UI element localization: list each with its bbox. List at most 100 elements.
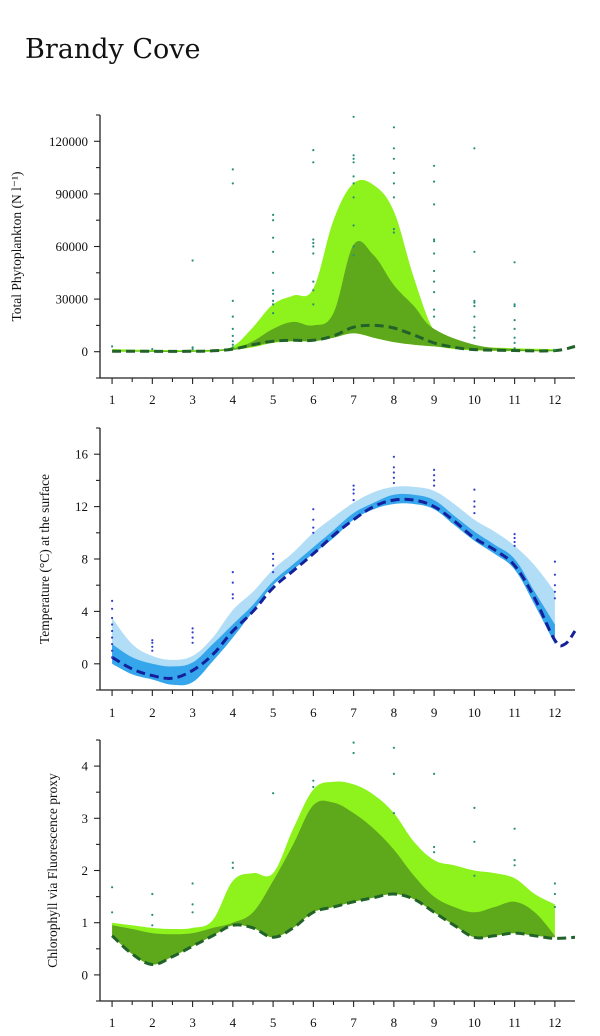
phytoplankton-observation-point [191,348,194,351]
phytoplankton-observation-point [272,299,275,302]
chlorophyll-observation-point [191,882,194,885]
phytoplankton-observation-point [231,327,234,330]
temperature-x-tick-label: 11 [508,705,521,720]
temperature-observation-point [473,505,476,508]
temperature-median-line [111,497,577,680]
phytoplankton-observation-point [272,213,275,216]
chlorophyll-x-tick-label: 12 [548,1015,561,1030]
chlorophyll-observation-point [433,851,436,854]
phytoplankton-observation-point [231,315,234,318]
chlorophyll-observation-point [151,892,154,896]
phytoplankton-observation-point [392,126,395,129]
phytoplankton-observation-point [392,182,395,185]
temperature-x-tick-label: 7 [350,705,357,720]
temperature-observation-point [191,631,194,634]
phytoplankton-y-tick-label: 30000 [56,292,89,307]
temperature-observation-point [111,636,114,639]
phytoplankton-observation-point [473,315,476,318]
phytoplankton-observation-point [191,346,194,349]
temperature-y-tick-label: 4 [82,604,89,619]
phytoplankton-observation-point [111,345,114,348]
temperature-x-tick-label: 4 [230,705,237,720]
phytoplankton-x-tick-label: 12 [548,392,561,407]
temperature-observation-point [392,471,395,474]
chlorophyll-observation-point [151,913,154,917]
temperature-observation-point [352,488,355,491]
phytoplankton-y-tick-label: 90000 [56,186,89,201]
phytoplankton-observation-point [513,347,516,350]
chlorophyll-x-tick-label: 9 [431,1015,438,1030]
chlorophyll-y-tick-label: 3 [82,811,89,826]
phytoplankton-observation-point [513,261,516,264]
temperature-observation-point [151,639,154,642]
phytoplankton-observation-point [272,289,275,292]
phytoplankton-observation-point [473,299,476,302]
temperature-observation-point [553,584,557,587]
phytoplankton-observation-point [433,252,436,255]
chlorophyll-observation-point [312,779,315,782]
chlorophyll-observation-point [111,911,114,914]
phytoplankton-observation-point [191,259,194,262]
chlorophyll-observation-point [553,905,557,909]
temperature-observation-point [433,474,436,477]
phytoplankton-x-tick-label: 1 [109,392,116,407]
temperature-observation-point [433,468,436,471]
temperature-x-tick-label: 9 [431,705,438,720]
temperature-observation-point [433,479,436,482]
phytoplankton-x-tick-label: 5 [270,392,277,407]
phytoplankton-observation-point [312,241,315,245]
phytoplankton-median-line [112,323,576,353]
phytoplankton-observation-point [392,157,395,160]
chlorophyll-x-tick-label: 5 [270,1015,277,1030]
temperature-x-tick-label: 5 [270,705,277,720]
temperature-observation-point [111,629,114,633]
chlorophyll-observation-point [352,751,355,755]
temperature-observation-point [553,560,557,563]
temperature-y-tick-label: 0 [82,656,89,671]
phytoplankton-observation-point [473,329,476,332]
phytoplankton-observation-point [392,227,395,231]
phytoplankton-observation-point [231,346,234,349]
chlorophyll-x-tick-label: 8 [391,1015,398,1030]
chlorophyll-inner-band [112,800,555,965]
chlorophyll-observation-point [151,924,154,927]
phytoplankton-observation-point [272,271,275,274]
phytoplankton-observation-point [473,336,476,339]
phytoplankton-observation-point [352,196,355,199]
temperature-observation-point [272,564,275,567]
phytoplankton-observation-point [433,315,436,318]
temperature-y-axis-label: Temperature (°C) at the surface [37,474,52,644]
temperature-observation-point [352,499,355,502]
temperature-x-tick-label: 3 [189,705,196,720]
phytoplankton-observation-point [433,269,436,273]
temperature-observation-point [513,533,516,536]
chlorophyll-observation-point [433,845,436,849]
chlorophyll-observation-point [433,772,436,776]
chlorophyll-observation-point [473,874,476,877]
phytoplankton-observation-point [513,303,516,306]
phytoplankton-observation-point [231,182,234,185]
phytoplankton-observation-point [272,236,275,239]
temperature-observation-point [312,518,315,521]
temperature-observation-point [473,488,476,491]
temperature-observation-point [553,597,557,600]
temperature-observation-point [151,649,154,652]
phytoplankton-observation-point [272,303,275,306]
chlorophyll-observation-point [513,859,516,862]
temperature-observation-point [513,540,516,544]
chlorophyll-observation-point [191,903,194,906]
chlorophyll-y-tick-label: 1 [82,915,89,930]
temperature-observation-point [151,641,154,644]
phytoplankton-observation-point [513,341,516,344]
phytoplankton-observation-point [231,340,234,343]
temperature-observation-point [191,627,194,630]
temperature-observation-point [312,526,315,529]
phytoplankton-observation-point [352,224,355,227]
chlorophyll-x-tick-label: 2 [149,1015,156,1030]
chlorophyll-median-line [111,892,576,967]
phytoplankton-observation-point [312,303,315,306]
page-title: Brandy Cove [25,34,201,65]
phytoplankton-x-tick-label: 2 [149,392,156,407]
